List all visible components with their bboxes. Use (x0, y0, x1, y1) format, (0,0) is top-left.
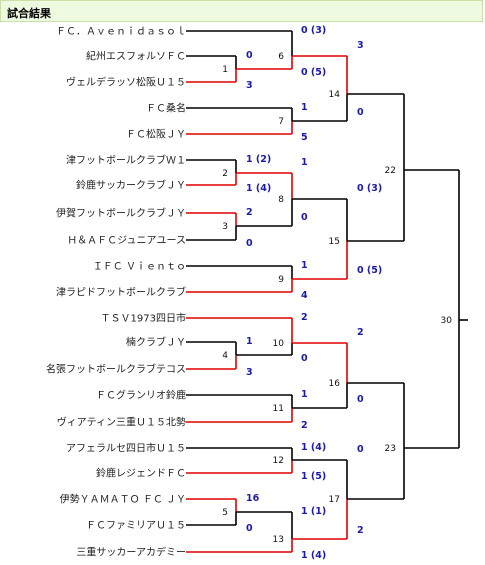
team-name: Ｈ＆ＡＦＣジュニアユース (67, 236, 186, 247)
match-score: 3 (357, 40, 364, 51)
match-score: 0 (301, 212, 308, 223)
team-name: ＴＳＶ1973四日市 (101, 312, 186, 325)
match-score: 2 (357, 525, 364, 536)
match-score: 0 (246, 50, 253, 61)
match-number: 3 (222, 222, 228, 232)
match-score: 1 (301, 157, 308, 168)
match-score: 5 (301, 132, 308, 143)
match-number: 2 (222, 169, 228, 179)
match-number: 14 (329, 90, 341, 100)
match-number: 11 (273, 404, 284, 414)
match-score: 0 (3) (357, 183, 382, 194)
match-number: 1 (222, 65, 228, 75)
match-number: 16 (329, 379, 341, 389)
match-number: 5 (222, 508, 228, 518)
match-score: 1 (4) (301, 550, 326, 561)
match-number: 7 (278, 117, 284, 127)
team-name: 津ラピドフットボールクラブ (56, 286, 186, 299)
match-score: 0 (301, 353, 308, 364)
match-number: 30 (441, 316, 453, 326)
team-name: ＦＣグランリオ鈴鹿 (96, 389, 186, 402)
match-score: 0 (5) (357, 265, 382, 276)
match-score: 0 (5) (301, 67, 326, 78)
match-number: 23 (385, 444, 396, 454)
match-score: 16 (246, 493, 260, 504)
team-name: ヴィアティン三重Ｕ１５北勢 (57, 416, 186, 429)
match-number: 10 (273, 339, 285, 349)
results-header: 試合結果 (0, 0, 483, 22)
match-score: 3 (246, 367, 253, 378)
team-name: 楠クラブＪＹ (126, 336, 186, 349)
match-score: 0 (357, 107, 364, 118)
match-score: 1 (4) (301, 442, 326, 453)
match-score: 2 (301, 312, 308, 323)
team-name: ＦＣ．Ａｖｅｎｉｄａｓｏｌ (56, 26, 186, 38)
match-number: 9 (278, 275, 284, 285)
team-name: ＦＣ松阪ＪＹ (126, 128, 186, 141)
match-score: 1 (1) (301, 506, 326, 517)
match-number: 15 (329, 237, 340, 247)
match-score: 2 (301, 420, 308, 431)
match-score: 1 (301, 260, 308, 271)
team-name: 紀州エスフォルソＦＣ (86, 50, 186, 63)
team-name: 津フットボールクラブＷ１ (66, 154, 186, 167)
team-name: 名張フットボールクラブテコス (46, 363, 186, 376)
team-name: 鈴鹿レジェンドＦＣ (96, 467, 186, 480)
match-score: 2 (246, 207, 253, 218)
team-name: ＦＣ桑名 (146, 102, 186, 115)
team-name: ＦＣファミリアＵ１５ (86, 521, 186, 532)
results-title: 試合結果 (7, 7, 51, 20)
match-score: 0 (357, 444, 364, 455)
match-score: 4 (301, 290, 308, 301)
match-number: 12 (273, 456, 284, 466)
match-score: 0 (357, 394, 364, 405)
match-score: 0 (246, 523, 253, 534)
match-number: 6 (278, 52, 284, 62)
match-score: 1 (246, 336, 253, 347)
match-number: 17 (329, 495, 340, 505)
match-number: 4 (222, 351, 228, 361)
match-score: 0 (3) (301, 25, 326, 36)
team-name: 三重サッカーアカデミー (76, 546, 186, 559)
match-score: 1 (301, 389, 308, 400)
match-score: 1 (301, 102, 308, 113)
team-name: 鈴鹿サッカークラブＪＹ (76, 179, 186, 192)
team-name: 伊賀フットボールクラブＪＹ (56, 207, 186, 220)
match-score: 1 (4) (246, 183, 271, 194)
match-number: 8 (278, 195, 284, 205)
match-number: 13 (273, 535, 284, 545)
match-number: 22 (385, 166, 396, 176)
team-name: ＩＦＣ Ｖｉｅｎｔｏ (93, 261, 186, 273)
match-score: 2 (357, 327, 364, 338)
match-score: 1 (2) (246, 154, 271, 165)
match-score: 3 (246, 80, 253, 91)
team-name: 伊勢ＹＡＭＡＴＯ ＦＣ ＪＹ (60, 493, 186, 506)
team-name: アフェラルセ四日市Ｕ１５ (66, 442, 186, 455)
match-score: 0 (246, 238, 253, 249)
match-score: 1 (5) (301, 471, 326, 482)
team-name: ヴェルデラッソ松阪Ｕ１５ (66, 76, 186, 89)
